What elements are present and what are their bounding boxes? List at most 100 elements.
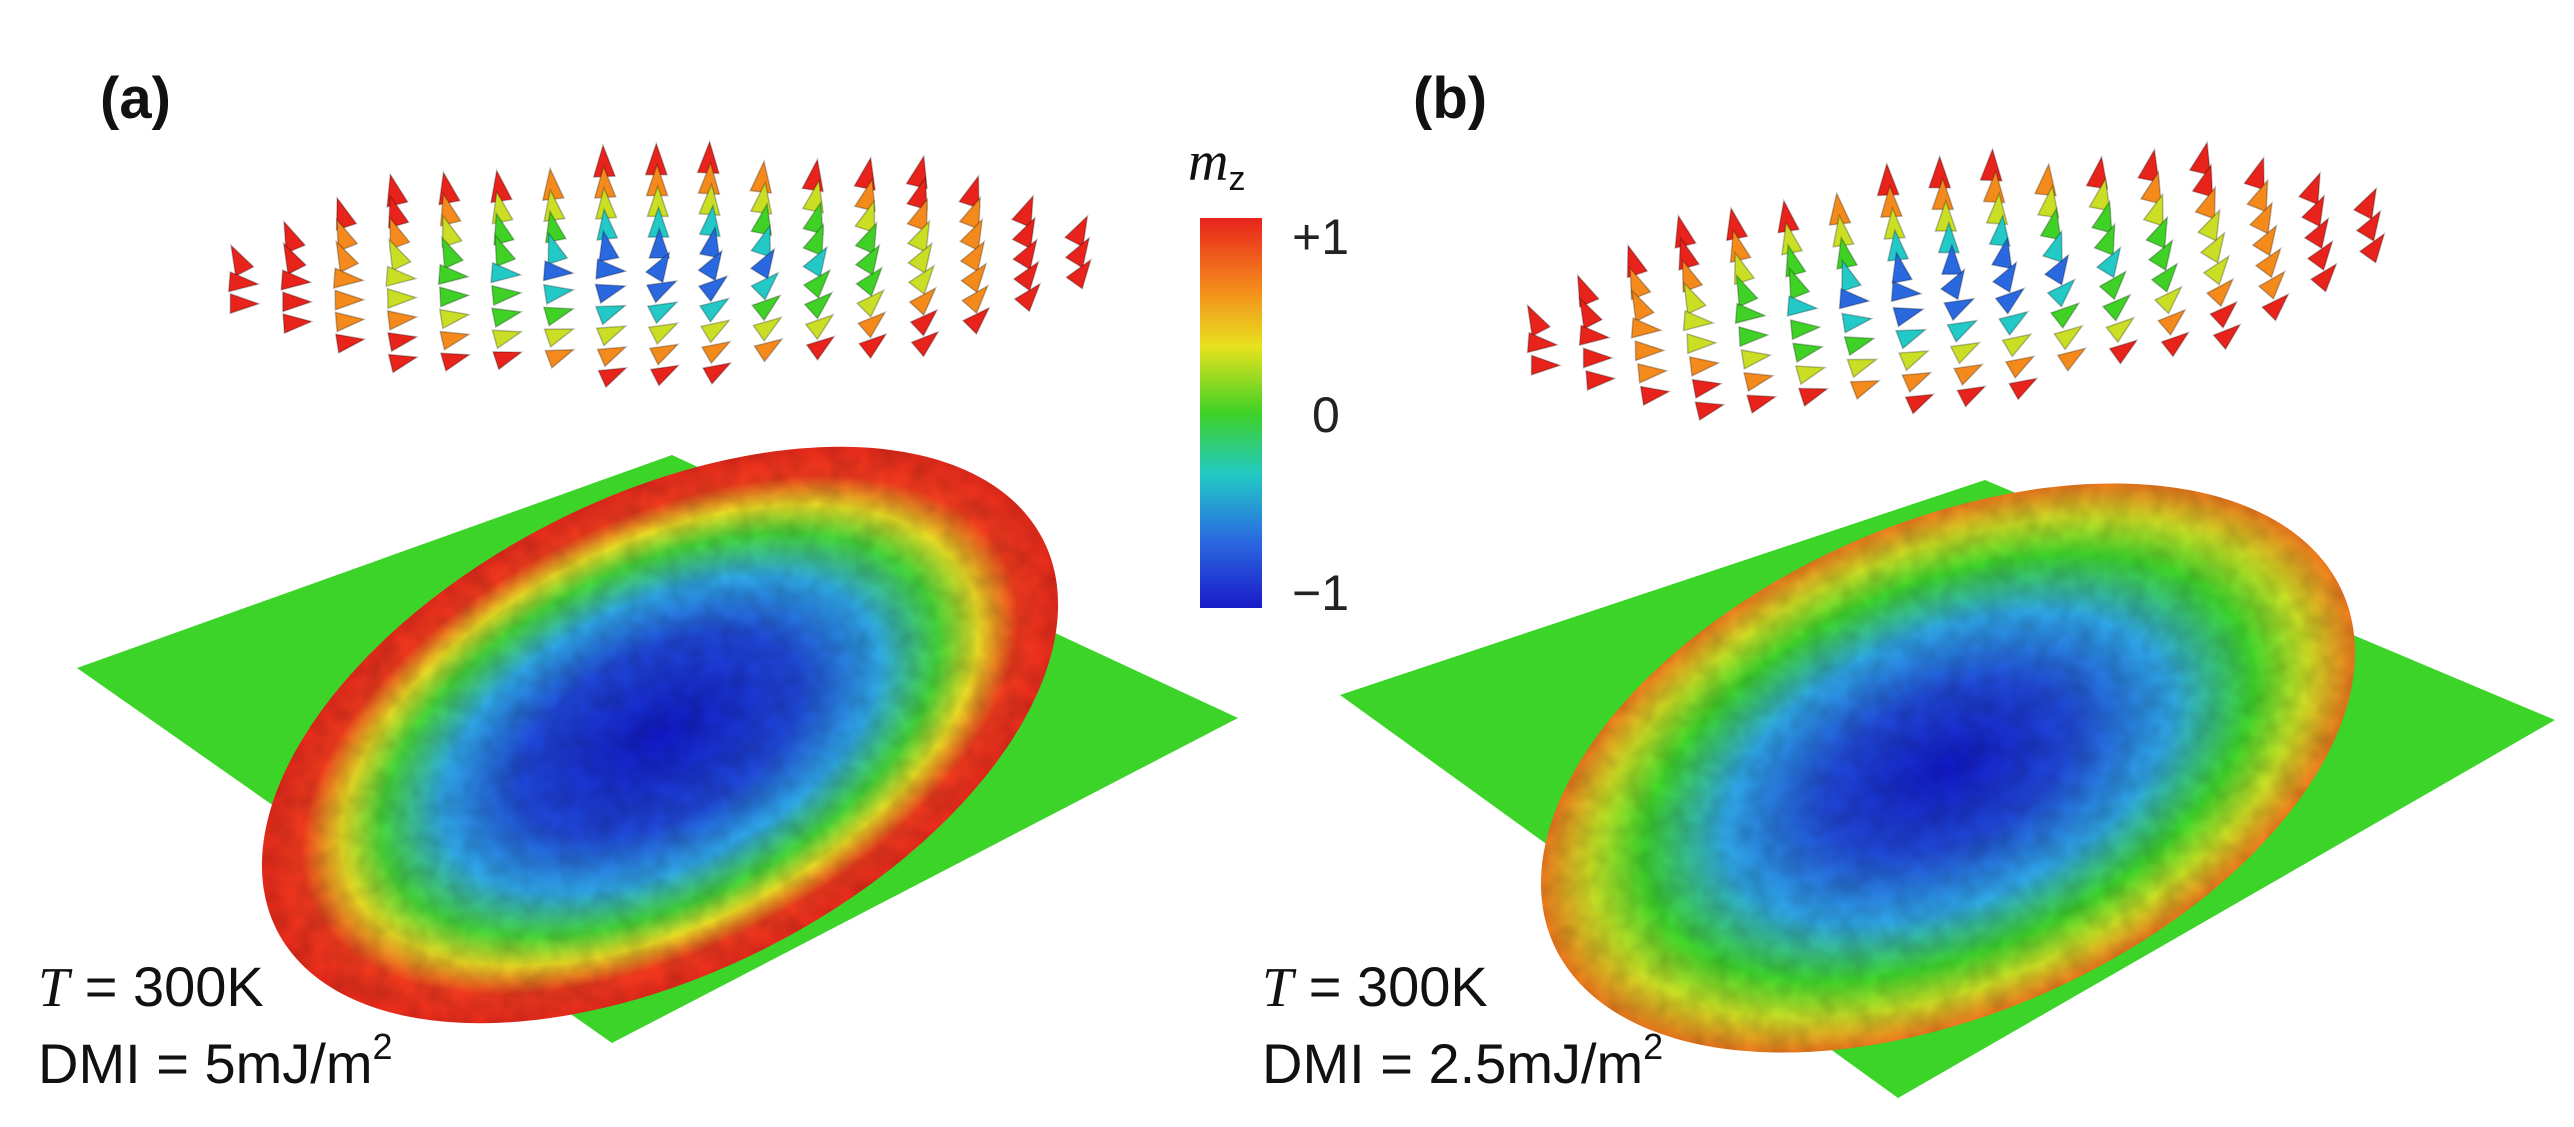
panel-b-spin-cone [1797,387,1830,408]
panel-b-spin-cone [1734,302,1768,325]
panel-a-spin-cone [544,209,567,244]
panel-b-spin-cone [2041,229,2063,264]
panel-b-spin-cone [1991,260,2018,294]
panel-a-spin-cone [906,241,933,275]
panel-b-spin-cone [1743,371,1776,393]
panel-a-spin-cone [647,322,680,346]
panel-a-spin-cone [644,250,671,284]
panel-a-spin-cone [854,220,878,255]
panel-a-spin-cone [752,316,784,343]
panel-a-spin-cone [909,308,939,337]
panel-b-spin-cone [2196,208,2221,243]
panel-a-spin-cone [230,243,255,278]
panel-a-spin-cone [547,231,569,266]
panel-a-spin-cone [542,306,576,327]
panel-b-spin-cone [2056,347,2088,373]
panel-b-spin-cone [1931,176,1955,211]
panel-a-spin-cone [335,195,358,232]
panel-a-spin-cone [649,364,681,387]
temperature-caption-a: T = 300K [38,955,264,1019]
colorbar-tick-mid: 0 [1312,387,1340,443]
panel-a-spin-cone [857,332,888,360]
panel-a-spin-cone [439,352,472,373]
panel-a-spin-cone [801,200,824,235]
panel-b-spin-cone [2142,192,2164,228]
panel-b-spin-cone [2352,186,2378,221]
panel-b-spin-cone [1785,243,1807,278]
panel-b-spin-cone [1686,332,1719,355]
panel-b-spin-cone [1630,288,1656,323]
panel-b-spin-cone [1890,280,1924,303]
panel-b-spin-cone [1637,362,1669,385]
panel-a-spin-cone [389,215,411,251]
panel-b-spin-cone [1788,265,1811,301]
panel-b-spin-cone [2300,193,2326,228]
panel-b-spin-cone [2136,147,2160,183]
panel-b-spin-cone [2098,269,2128,301]
panel-a-spin-cone [282,291,314,313]
panel-b-spin-cone [1891,250,1914,285]
panel-b-spin-cone [2085,154,2109,190]
panel-b-spin-cone [1997,310,2030,337]
panel-b-spin-cone [2212,323,2242,351]
panel-b-spin-cone [2306,239,2334,272]
panel-a: (a) T = 300K DMI = 5mJ/m2 [38,66,1238,1095]
panel-b-spin-cone [2108,339,2139,365]
panel-b-spin-cone [1526,303,1552,338]
panel-b-spin-cone [1585,369,1617,392]
panel-b-spin-cone [1630,317,1664,339]
panel-b-spin-cone [1940,242,1964,275]
panel-a-spin-cone [699,319,732,344]
panel-a-spin-cone [958,217,984,252]
panel-a-spin-cone [905,175,928,211]
panel-a-spin-cone [801,178,825,214]
panel-b-spin-cone [1979,146,2003,182]
panel-b-spin-cone [1738,325,1771,348]
panel-b-spin-cone [1838,287,1872,310]
skyrmion-disk-a [261,446,1059,1024]
panel-b-spin-cone [2260,292,2290,322]
panel-b-spin-cone [1985,191,2009,226]
panel-a-spin-cone [805,335,836,362]
panel-b-spin-cone [1578,295,1604,330]
panel-a-spin-cone [596,346,628,368]
panel-b-spin-cone [2208,300,2239,329]
panel-a-spin-cone [854,243,881,277]
panel-a-spin-cone [1011,215,1036,250]
panel-b-spin-cone [1786,295,1820,317]
panel-b-spin-cone [1988,213,2011,248]
panel-a-spin-cone [334,289,366,311]
panel-b-spin-cone [2036,184,2060,219]
panel-b-spin-cone [1937,220,1961,254]
panel-b-spin-cone [1939,267,1966,301]
panel-b-spin-cone [2101,293,2132,323]
panel-label-a: (a) [100,66,171,131]
panel-a-spin-cone [1013,282,1042,313]
panel-a-spin-cone [802,222,825,257]
panel-a-spin-cone [907,263,936,296]
panel-a-spin-cone [335,239,360,274]
panel-b-spin-cone [1746,394,1778,415]
panel-a-spin-cone [803,291,834,320]
panel-b-spin-cone [2001,333,2033,358]
panel-a-spin-cone [853,198,876,234]
colorbar-title: mz [1188,131,1245,198]
panel-b-spin-cone [1949,341,1982,365]
panel-a-spin-cone [493,211,516,246]
skyrmion-disk-b [1540,483,2356,1053]
panel-a-spin-cone [491,329,524,350]
panel-a-spin-cone [750,271,780,301]
panel-a-spin-cone [1010,193,1034,229]
panel-b-spin-cone [1990,235,2013,270]
panel-b-spin-cone [2150,262,2179,294]
panel-a-spin-cone [595,325,628,347]
panel-b-spin-cone [2153,285,2184,315]
temperature-symbol-a: T [38,957,73,1019]
panel-a-spin-cone [855,266,884,298]
panel-b-spin-cone [1841,312,1874,334]
panel-a-spin-cone [334,333,367,355]
temperature-value-b: = 300K [1293,955,1488,1018]
panel-b-spin-cone [1634,339,1667,362]
panel-a-spin-cone [492,351,524,371]
